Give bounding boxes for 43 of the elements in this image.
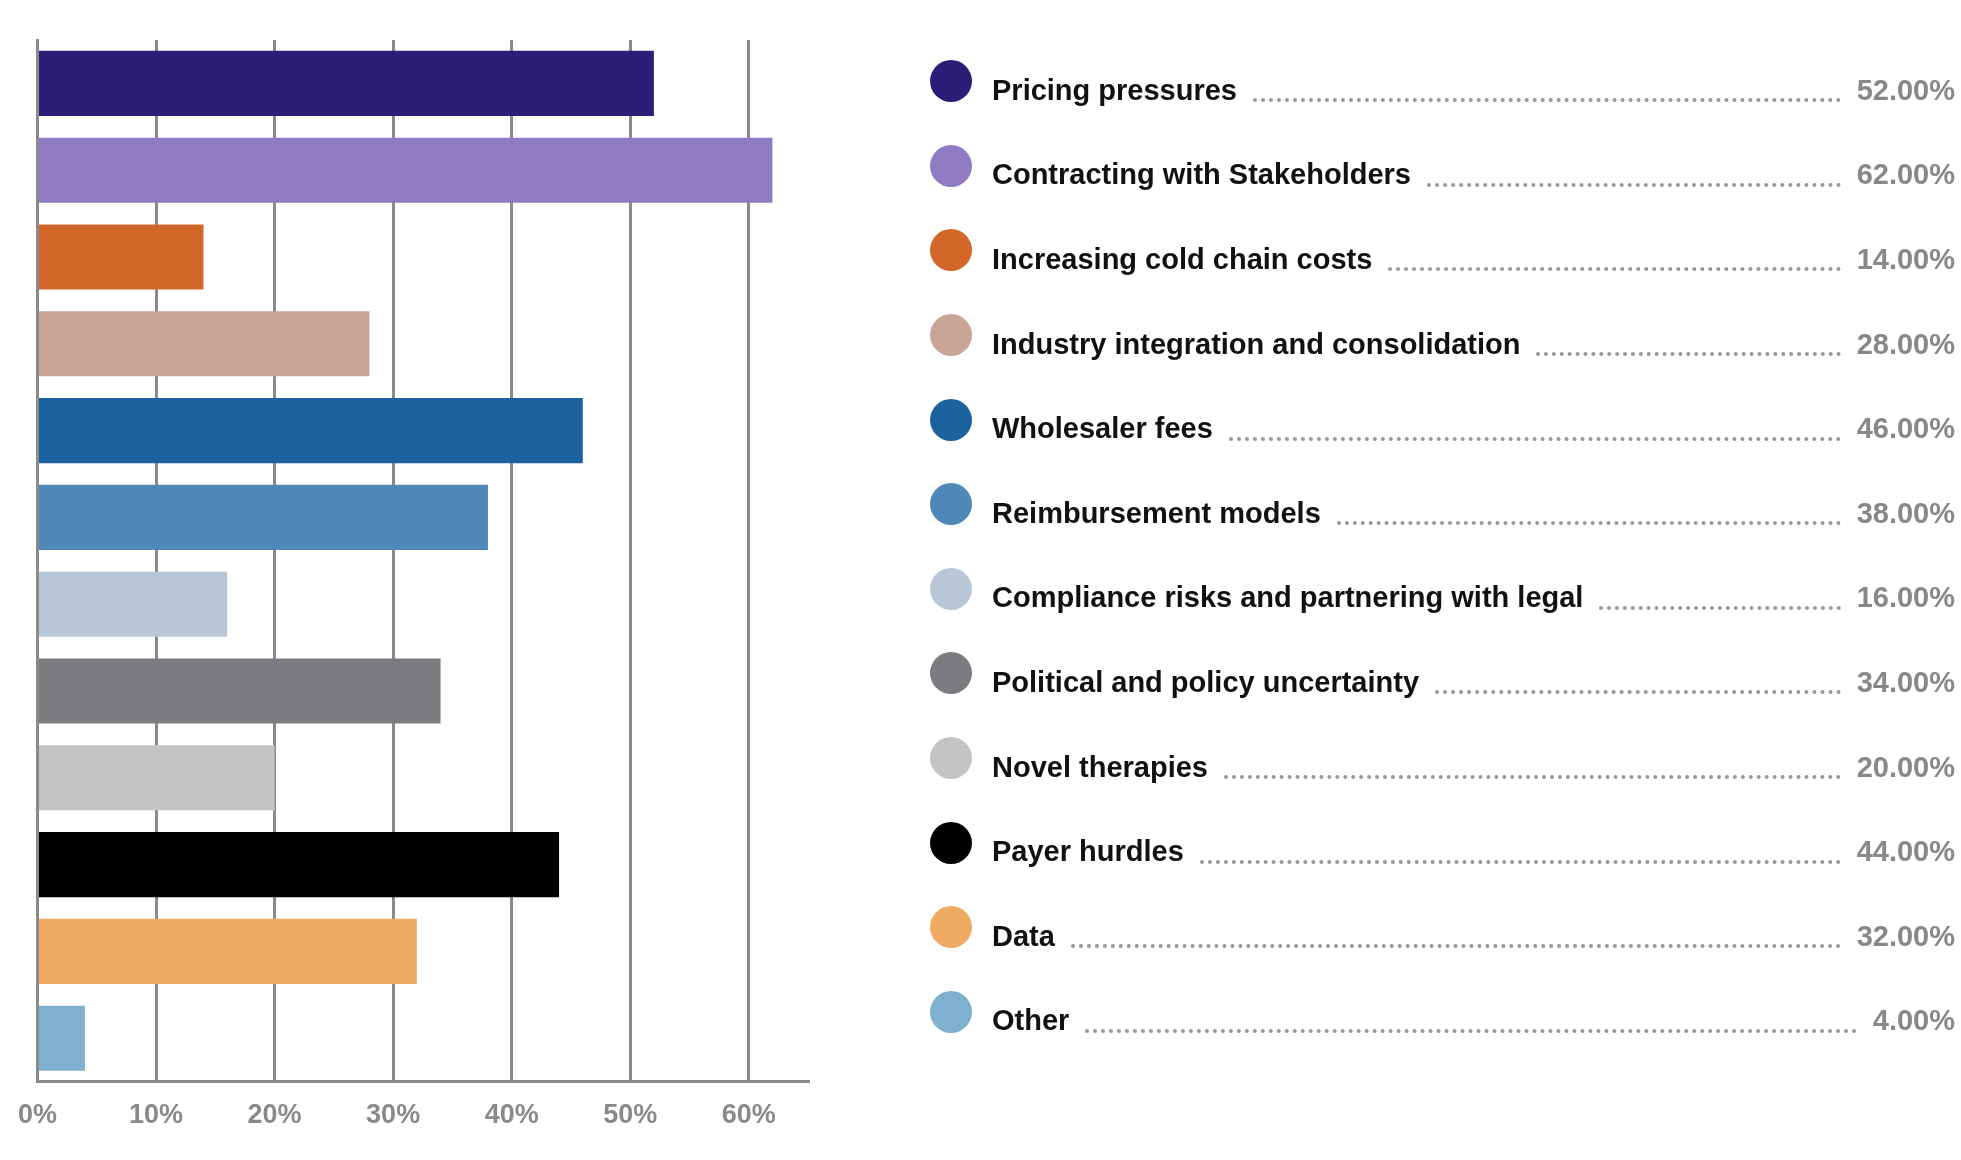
data-label: 20.00% (1856, 750, 1955, 784)
y-tick-label: Contracting with Stakeholders (992, 158, 1411, 192)
x-tick-label: 60% (721, 1099, 776, 1130)
bar (39, 311, 370, 377)
y-tick-label: Increasing cold chain costs (992, 242, 1373, 276)
data-label: 62.00% (1856, 158, 1955, 192)
data-label: 34.00% (1856, 665, 1955, 699)
y-tick-label: Payer hurdles (992, 835, 1184, 869)
bar (39, 224, 204, 290)
y-tick-label: Other (992, 1004, 1070, 1038)
data-label: 4.00% (1872, 1004, 1955, 1038)
bar (39, 1005, 85, 1071)
data-label: 16.00% (1856, 581, 1955, 615)
y-tick-label: Data (992, 919, 1055, 953)
bar (39, 918, 417, 984)
data-label: 28.00% (1856, 327, 1955, 361)
bar (39, 398, 583, 464)
data-label: 46.00% (1856, 412, 1955, 446)
y-tick-label: Wholesaler fees (992, 412, 1213, 446)
x-tick-label: 0% (18, 1099, 58, 1130)
y-tick-label: Novel therapies (992, 750, 1208, 784)
y-tick-label: Reimbursement models (992, 496, 1321, 530)
y-tick-label: Political and policy uncertainty (992, 665, 1420, 699)
data-label: 14.00% (1856, 242, 1955, 276)
x-tick-label: 10% (129, 1099, 184, 1130)
x-tick-label: 30% (366, 1099, 421, 1130)
bar (39, 832, 560, 898)
x-tick-label: 50% (603, 1099, 658, 1130)
bar (39, 50, 654, 116)
bar (39, 137, 773, 203)
bar (39, 484, 488, 550)
x-tick-label: 40% (484, 1099, 539, 1130)
bar (39, 571, 228, 637)
x-tick-label: 20% (247, 1099, 302, 1130)
data-label: 38.00% (1856, 496, 1955, 530)
y-tick-label: Compliance risks and partnering with legal (992, 581, 1584, 615)
y-tick-label: Industry integration and consolidation (992, 327, 1521, 361)
y-tick-label: Pricing pressures (992, 73, 1237, 107)
bar (39, 658, 441, 724)
data-label: 52.00% (1856, 73, 1955, 107)
data-label: 44.00% (1856, 835, 1955, 869)
bar (39, 745, 275, 811)
data-label: 32.00% (1856, 919, 1955, 953)
